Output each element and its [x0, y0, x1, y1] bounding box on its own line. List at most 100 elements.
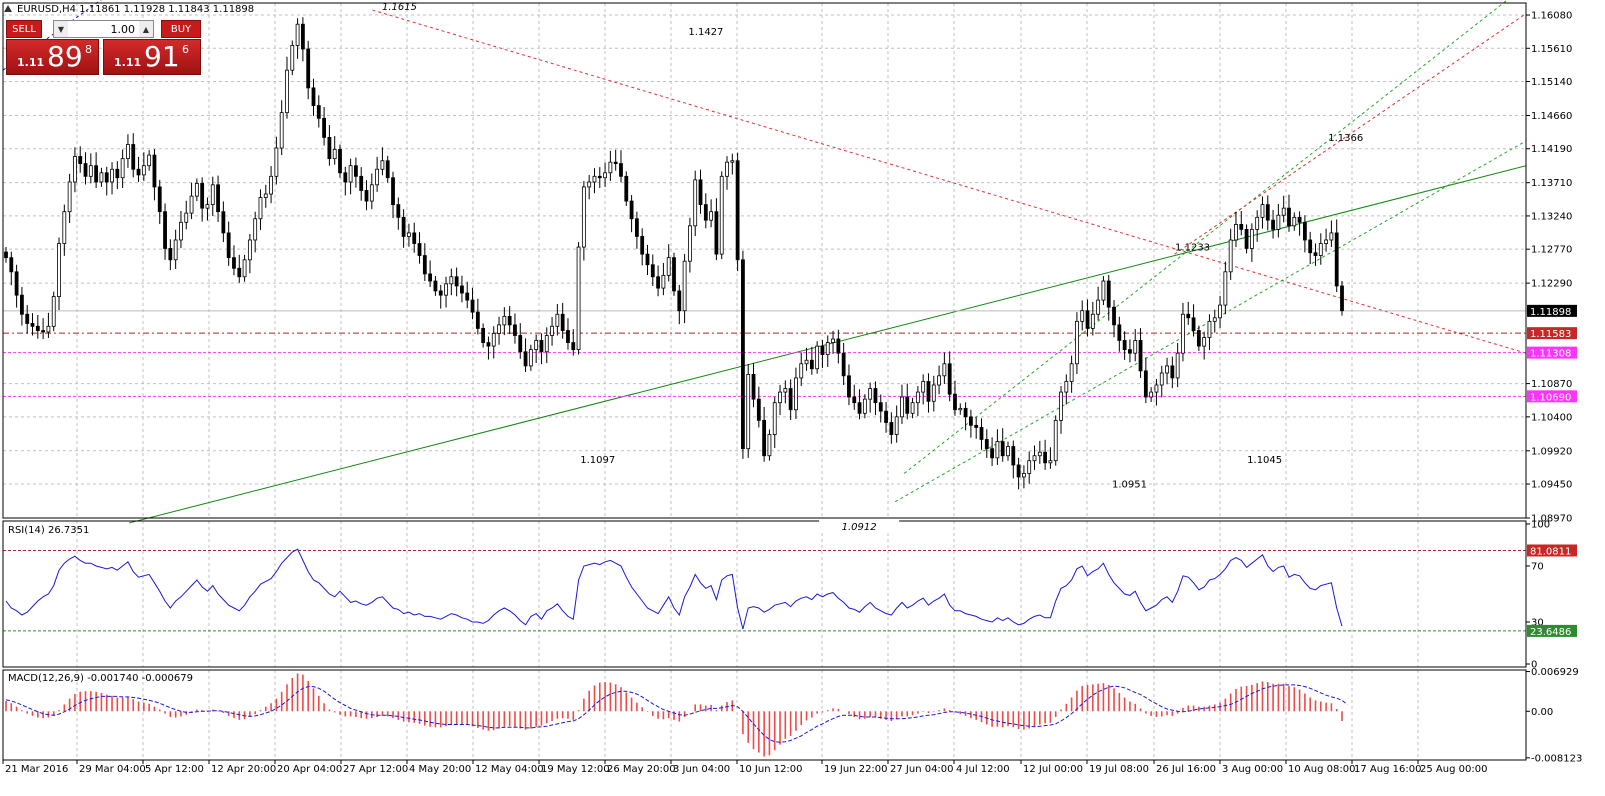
candle-body: [528, 349, 533, 367]
candle-body: [184, 212, 189, 223]
candle-body: [931, 384, 936, 402]
trendline-red-dotted-resistance: [372, 9, 1527, 354]
candle-body: [1170, 365, 1175, 379]
candle-body: [1085, 310, 1090, 329]
candle-body: [380, 160, 385, 170]
candle-body: [1249, 228, 1254, 249]
level-tag-label: 1.11308: [1530, 349, 1571, 360]
candle-body: [300, 23, 305, 50]
candle-body: [656, 276, 660, 289]
price-tick-label: 1.09450: [1531, 480, 1572, 491]
candle-body: [141, 165, 146, 176]
time-tick-label: 19 Jul 08:00: [1089, 764, 1149, 775]
candle-body: [78, 156, 83, 164]
rsi-tick-label: 100: [1531, 520, 1550, 531]
candle-body: [958, 407, 963, 411]
candle-body: [9, 257, 14, 273]
candle-body: [666, 257, 671, 276]
time-tick-label: 17 Aug 16:00: [1354, 764, 1421, 775]
candle-body: [1202, 337, 1207, 347]
candle-body: [242, 259, 247, 278]
candle-body: [550, 325, 554, 336]
rsi-panel: [3, 548, 1526, 632]
sell-quote[interactable]: 1.11 89 8: [6, 39, 99, 75]
candle-body: [247, 239, 252, 261]
one-click-trading-panel: SELL ▼ 1.00 ▲ BUY 1.11 89 8 1.11 91 6: [6, 20, 201, 75]
candle-body: [173, 239, 178, 261]
candle-body: [1196, 330, 1201, 347]
lot-size-stepper[interactable]: ▼ 1.00 ▲: [53, 20, 154, 38]
candle-body: [401, 216, 406, 237]
time-axis: 21 Mar 2016 29 Mar 04:00 5 Apr 12:00 12 Apr…: [2, 760, 1487, 775]
candle-body: [104, 172, 109, 183]
candle-body: [25, 313, 30, 324]
candle-body: [825, 342, 830, 355]
time-tick-label: 19 May 12:00: [541, 764, 610, 775]
candle-body: [444, 283, 448, 296]
candle-body: [1186, 313, 1191, 319]
candle-body: [560, 313, 565, 331]
annotation-label: 1.1233: [1175, 243, 1210, 254]
candle-body: [1037, 451, 1042, 457]
chart-symbol-icon: [4, 5, 12, 12]
candle-body: [693, 179, 698, 227]
price-tick-label: 1.14660: [1531, 111, 1572, 122]
candle-body: [719, 175, 724, 255]
candle-body: [831, 338, 835, 343]
candle-body: [1265, 204, 1270, 221]
time-tick-label: 4 Jul 12:00: [956, 764, 1010, 775]
rsi-tick-label: 0: [1531, 660, 1537, 671]
candle-body: [581, 186, 586, 248]
price-tick-label: 1.08970: [1531, 514, 1572, 525]
candle-body: [354, 165, 358, 177]
candle-body: [30, 323, 35, 327]
candle-body: [1308, 239, 1313, 254]
buy-button[interactable]: BUY: [161, 20, 201, 38]
candle-body: [1276, 214, 1281, 230]
candle-body: [650, 264, 655, 278]
candle-body: [1255, 216, 1260, 230]
lot-size-input[interactable]: 1.00: [110, 22, 136, 36]
candle-body: [788, 388, 793, 411]
candle-body: [1122, 340, 1127, 351]
buy-quote[interactable]: 1.11 91 6: [103, 39, 201, 75]
price-axis: 1.16080 1.15610 1.15140 1.14660 1.14190 1.137…: [1526, 11, 1582, 764]
level-tag-label: 1.11583: [1530, 329, 1571, 340]
candle-body: [194, 182, 199, 197]
trendline-channel-lower: [894, 140, 1527, 503]
candle-body: [168, 248, 173, 261]
annotation-label: 1.1366: [1328, 133, 1363, 144]
candle-body: [465, 292, 470, 301]
candle-body: [1128, 349, 1132, 354]
candle-body: [698, 179, 703, 206]
candle-body: [894, 416, 899, 435]
candle-body: [1090, 313, 1095, 329]
candle-body: [974, 424, 979, 428]
candle-body: [841, 352, 846, 377]
candle-body: [338, 149, 342, 174]
candle-body: [915, 391, 920, 404]
candle-body: [836, 338, 841, 354]
chevron-up-icon[interactable]: ▲: [139, 21, 153, 37]
chevron-down-icon[interactable]: ▼: [54, 21, 68, 37]
candle-body: [1212, 317, 1217, 322]
candle-body: [369, 184, 374, 202]
candle-body: [1059, 391, 1063, 421]
candle-body: [120, 158, 125, 179]
annotation-label: 1.1097: [580, 455, 615, 466]
sell-button[interactable]: SELL: [6, 20, 42, 38]
grid: [2, 3, 1526, 760]
candle-body: [979, 427, 984, 440]
candle-body: [62, 211, 67, 244]
candle-body: [497, 324, 501, 334]
candle-body: [460, 285, 464, 294]
candle-body: [878, 402, 883, 412]
candle-body: [94, 165, 99, 183]
candle-body: [963, 407, 968, 418]
time-tick-label: 12 May 04:00: [475, 764, 544, 775]
candle-body: [634, 218, 639, 237]
level-tag: [1527, 327, 1577, 340]
candle-body: [995, 441, 1000, 459]
candle-body: [783, 388, 788, 393]
